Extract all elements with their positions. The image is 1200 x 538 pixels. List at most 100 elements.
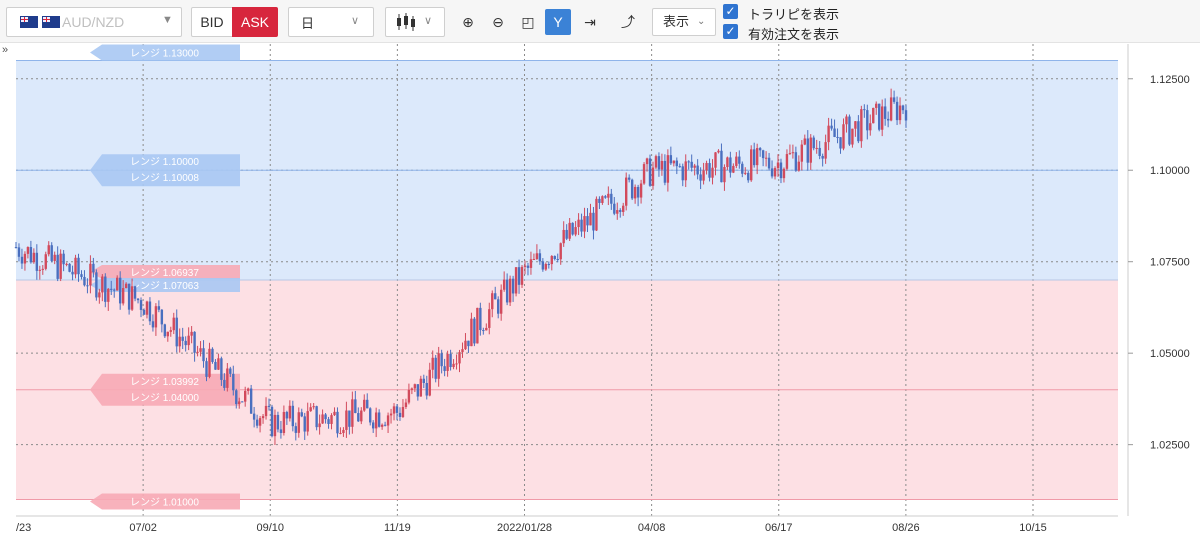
candle — [901, 105, 905, 111]
candle — [464, 340, 467, 350]
candle — [360, 410, 363, 422]
candle — [663, 160, 667, 183]
range-label: レンジ 1.07063 — [130, 281, 199, 292]
candle — [613, 203, 616, 214]
candle — [160, 309, 164, 325]
candle — [550, 256, 553, 265]
candle — [571, 222, 574, 235]
candle — [407, 389, 411, 403]
show-orders-checkbox[interactable]: ✓ — [723, 24, 738, 39]
jump-to-latest-icon[interactable]: ⇥ — [584, 14, 596, 30]
candle — [270, 406, 274, 437]
zoom-in-icon[interactable]: ⊕ — [462, 14, 474, 30]
candle — [321, 414, 324, 424]
candle — [133, 286, 137, 299]
time-tick-label: 11/19 — [384, 522, 411, 534]
candle — [604, 196, 607, 198]
candle — [395, 406, 399, 413]
chevron-double-down-icon: ⌄ — [697, 16, 706, 27]
candle — [592, 212, 595, 231]
candle — [797, 161, 801, 171]
candle — [363, 399, 366, 411]
candle — [223, 379, 226, 388]
expand-panel-icon[interactable]: » — [2, 44, 9, 56]
candle — [672, 160, 676, 164]
nzd-flag-icon — [42, 16, 60, 28]
currency-pair-select[interactable]: AUD/NZD ▼ — [6, 7, 182, 37]
candle — [452, 363, 455, 368]
candle — [166, 331, 170, 337]
candle — [243, 390, 247, 402]
candle — [467, 340, 470, 347]
candle — [175, 317, 178, 347]
auto-scale-icon[interactable]: Y — [545, 9, 571, 35]
candle — [389, 413, 393, 416]
timeframe-select[interactable]: 日 ∨ — [288, 7, 374, 37]
ask-button[interactable]: ASK — [232, 7, 278, 37]
candle — [616, 210, 619, 214]
candle — [178, 336, 181, 347]
candle — [419, 378, 423, 397]
candle — [428, 369, 431, 396]
range-label: レンジ 1.10008 — [130, 173, 199, 184]
candle — [282, 411, 286, 433]
candle — [741, 163, 744, 174]
candle — [732, 165, 735, 173]
candle — [574, 227, 577, 235]
candle — [523, 265, 527, 267]
candle — [181, 336, 184, 341]
range-flag — [90, 278, 240, 292]
show-traripi-checkbox[interactable]: ✓ — [723, 4, 738, 19]
candle — [559, 243, 562, 260]
candle — [499, 289, 503, 314]
candle — [470, 318, 473, 347]
candle — [729, 157, 732, 173]
display-menu-button[interactable]: 表示 ⌄ — [652, 8, 716, 36]
candle — [17, 247, 21, 257]
fit-screen-icon[interactable]: ◰ — [521, 14, 535, 30]
candle — [601, 196, 604, 203]
candle — [633, 186, 637, 199]
candle — [851, 128, 854, 145]
bid-button[interactable]: BID — [191, 7, 233, 37]
candle — [330, 415, 333, 424]
candle — [782, 168, 786, 179]
candle — [776, 162, 780, 169]
candle — [538, 253, 542, 262]
candle — [348, 410, 351, 427]
candle — [246, 388, 250, 391]
range-flag — [90, 265, 240, 279]
candle — [401, 406, 405, 417]
candle — [547, 264, 551, 266]
candle — [431, 357, 434, 370]
candle — [636, 186, 640, 198]
candle — [568, 222, 571, 239]
time-tick-label: 10/15 — [1019, 522, 1047, 534]
candle — [883, 106, 887, 119]
candle — [586, 216, 589, 226]
add-indicator-icon[interactable]: ⤴ — [621, 14, 635, 30]
candle — [651, 167, 655, 186]
chart-style-select[interactable]: ∨ — [385, 7, 445, 37]
candle — [791, 152, 795, 154]
candle — [854, 121, 857, 129]
candle — [494, 293, 497, 300]
candle — [738, 156, 741, 164]
range-label: レンジ 1.10000 — [130, 157, 199, 168]
candle — [508, 278, 512, 303]
candle — [294, 426, 297, 433]
candle — [758, 148, 762, 151]
candle — [773, 168, 777, 177]
candle — [264, 405, 268, 417]
candle — [497, 299, 500, 314]
candle — [142, 309, 146, 315]
candle — [440, 353, 443, 367]
zoom-out-icon[interactable]: ⊖ — [492, 14, 504, 30]
candle — [193, 331, 196, 353]
candle — [690, 161, 693, 168]
candle — [446, 353, 449, 371]
time-tick-label: /23 — [16, 522, 31, 534]
candle — [726, 157, 729, 168]
price-tick-label: 1.05000 — [1150, 348, 1190, 360]
